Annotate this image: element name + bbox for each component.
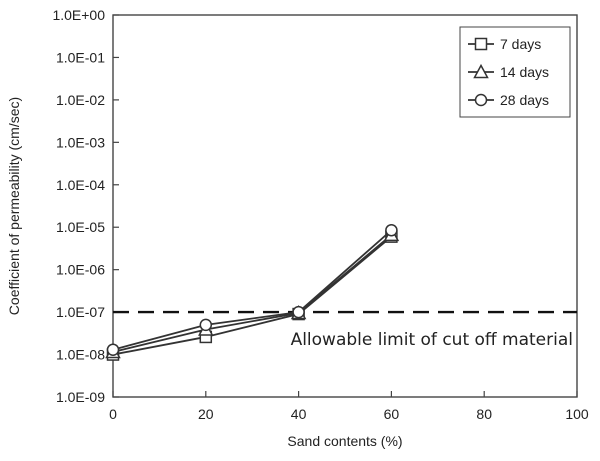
series-line-28-days bbox=[112, 229, 392, 351]
y-tick-label: 1.0E-08 bbox=[56, 347, 105, 363]
y-tick-label: 1.0E+00 bbox=[52, 7, 105, 23]
data-point-28-days bbox=[199, 318, 213, 332]
y-tick-label: 1.0E-05 bbox=[56, 219, 105, 235]
legend-marker-7-days bbox=[474, 37, 488, 51]
series-28-days bbox=[106, 223, 398, 356]
y-tick-label: 1.0E-03 bbox=[56, 134, 105, 150]
y-tick-label: 1.0E-06 bbox=[56, 262, 105, 278]
x-tick-label: 100 bbox=[565, 406, 589, 422]
x-tick-label: 80 bbox=[476, 406, 492, 422]
plot-border bbox=[112, 14, 578, 398]
data-point-28-days bbox=[292, 305, 305, 319]
data-point-28-days bbox=[106, 343, 120, 356]
legend: 7 days 14 days 28 days bbox=[459, 26, 571, 118]
legend-label-14-days: 14 days bbox=[500, 64, 549, 80]
x-tick-label: 20 bbox=[198, 406, 214, 422]
x-axis-title: Sand contents (%) bbox=[287, 433, 402, 449]
legend-label-7-days: 7 days bbox=[500, 36, 541, 52]
series-line-7-days bbox=[112, 235, 392, 356]
allowable-limit-label: Allowable limit of cut off material bbox=[291, 330, 573, 350]
y-tick-label: 1.0E-02 bbox=[56, 92, 105, 108]
data-series bbox=[105, 223, 400, 361]
x-tick-label: 0 bbox=[109, 406, 117, 422]
x-tick-label: 60 bbox=[384, 406, 400, 422]
x-tick-label: 40 bbox=[291, 406, 307, 422]
legend-marker-28-days bbox=[474, 93, 488, 107]
data-point-28-days bbox=[385, 223, 398, 237]
y-tick-label: 1.0E-09 bbox=[56, 389, 105, 405]
y-axis-title: Coefficient of permeability (cm/sec) bbox=[6, 97, 22, 315]
y-tick-label: 1.0E-07 bbox=[56, 304, 105, 320]
series-line-14-days bbox=[112, 234, 392, 353]
y-tick-label: 1.0E-04 bbox=[56, 177, 105, 193]
y-tick-label: 1.0E-01 bbox=[56, 49, 105, 65]
x-axis: 0 20 40 60 80 100 bbox=[109, 391, 589, 422]
y-axis: 1.0E-09 1.0E-08 1.0E-07 1.0E-06 1.0E-05 1.0E-… bbox=[52, 7, 119, 405]
legend-marker-14-days bbox=[473, 63, 489, 79]
plot-area bbox=[112, 14, 578, 398]
legend-label-28-days: 28 days bbox=[500, 92, 549, 108]
